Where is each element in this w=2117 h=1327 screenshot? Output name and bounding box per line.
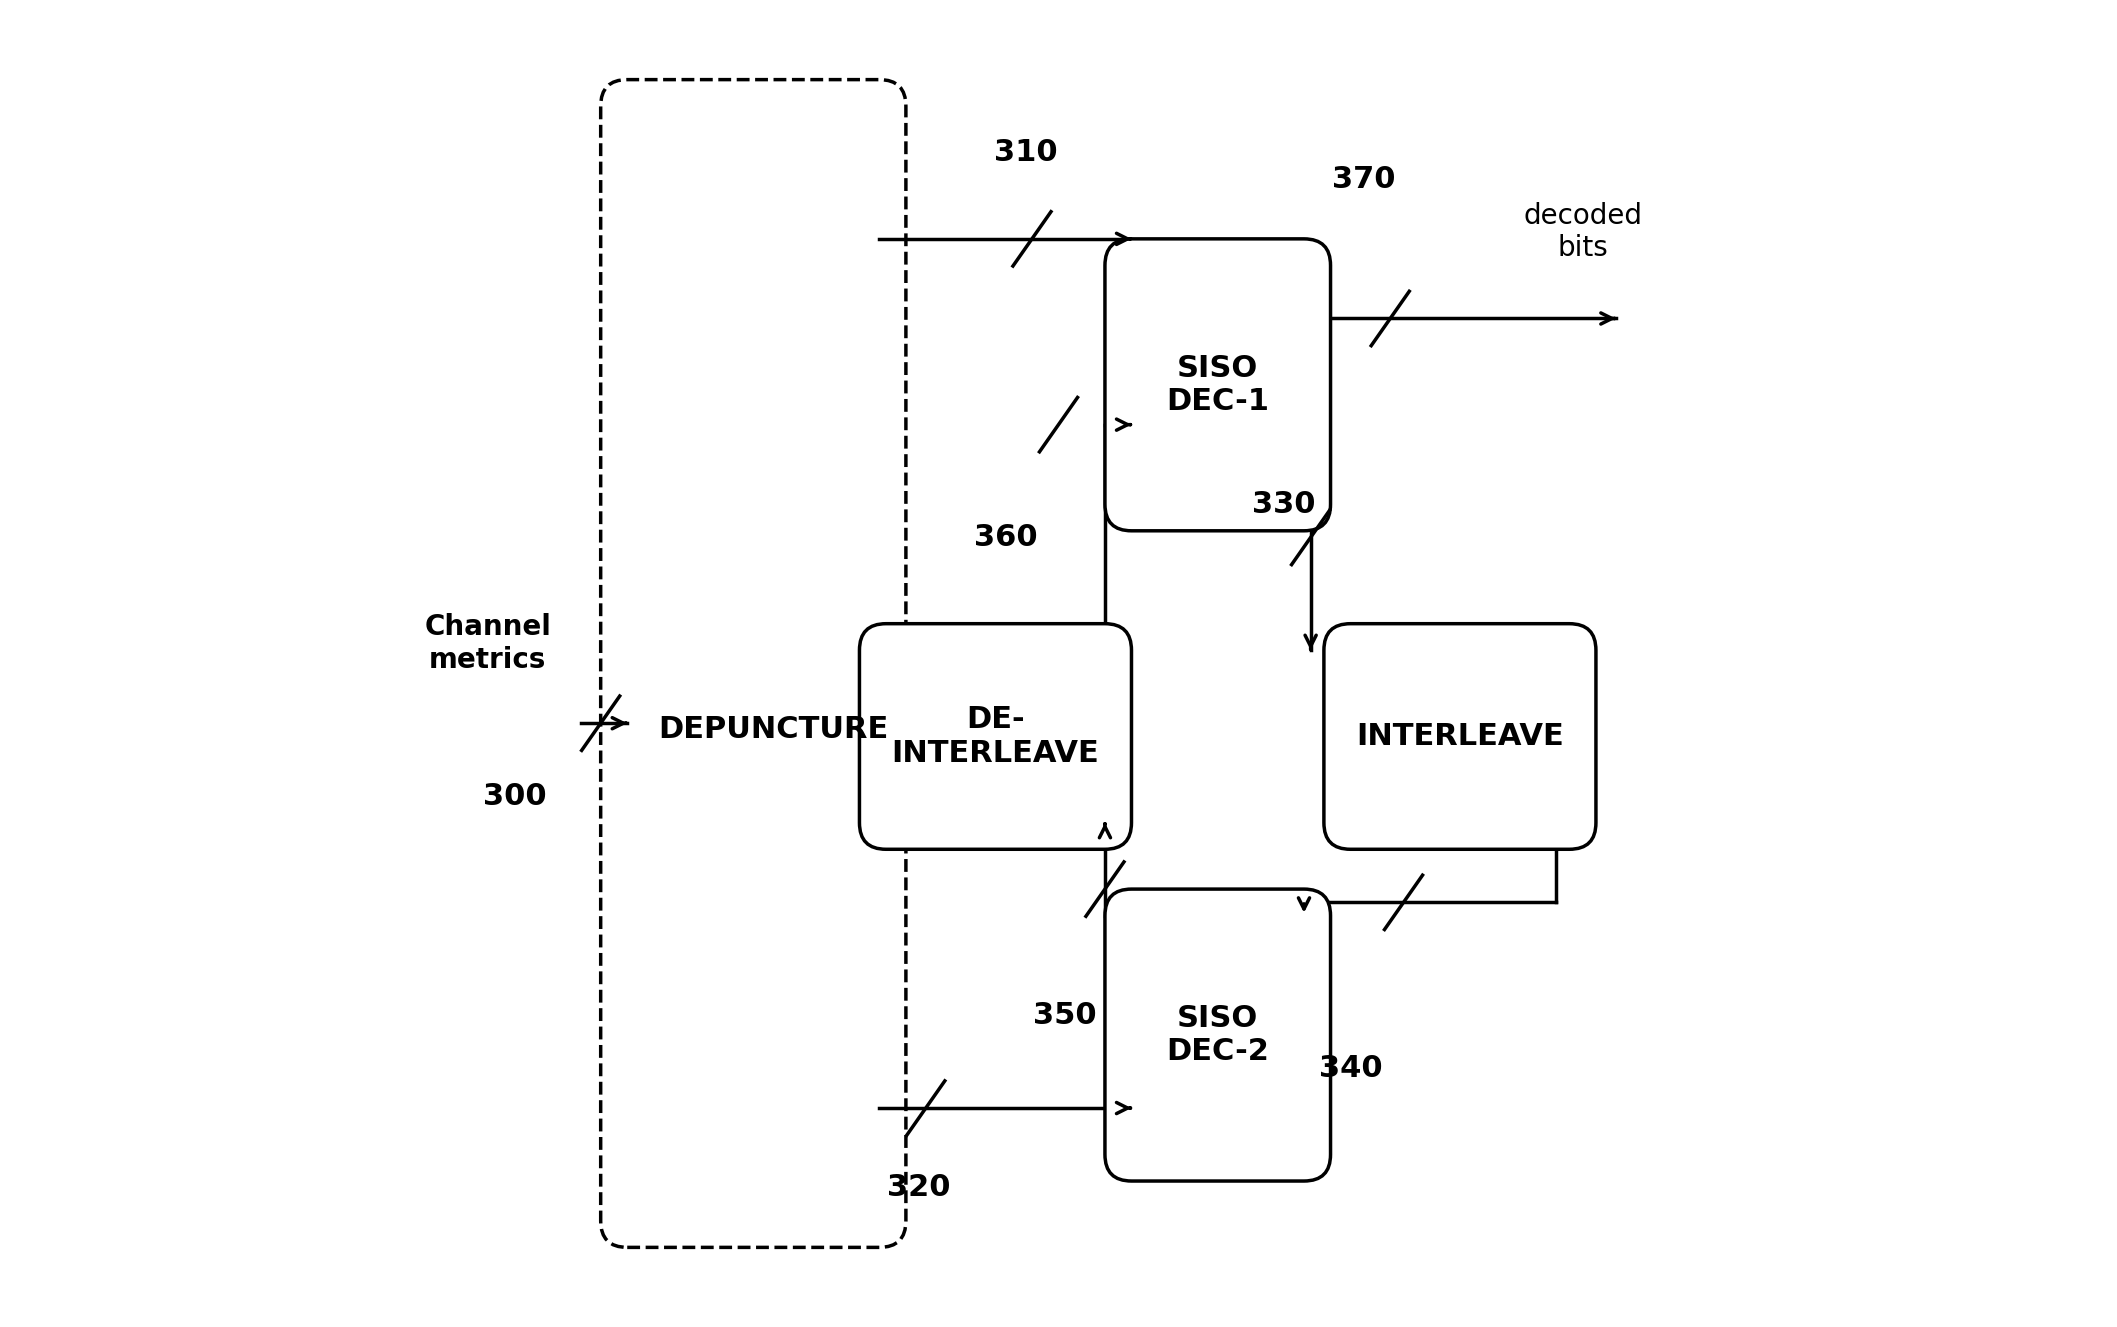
Text: 360: 360	[974, 523, 1037, 552]
FancyBboxPatch shape	[601, 80, 906, 1247]
Text: 310: 310	[993, 138, 1056, 167]
Text: SISO
DEC-2: SISO DEC-2	[1166, 1003, 1270, 1067]
Text: 340: 340	[1319, 1054, 1382, 1083]
Text: 350: 350	[1033, 1001, 1097, 1030]
Text: Channel
metrics: Channel metrics	[423, 613, 550, 674]
Text: 320: 320	[887, 1173, 951, 1202]
Text: 370: 370	[1332, 165, 1395, 194]
FancyBboxPatch shape	[1105, 889, 1332, 1181]
FancyBboxPatch shape	[860, 624, 1130, 849]
FancyBboxPatch shape	[1105, 239, 1332, 531]
FancyBboxPatch shape	[1323, 624, 1596, 849]
Text: 330: 330	[1253, 490, 1317, 519]
Text: SISO
DEC-1: SISO DEC-1	[1166, 353, 1270, 417]
Text: decoded
bits: decoded bits	[1522, 202, 1643, 263]
Text: 300: 300	[483, 782, 546, 811]
Text: INTERLEAVE: INTERLEAVE	[1357, 722, 1564, 751]
Text: DE-
INTERLEAVE: DE- INTERLEAVE	[891, 705, 1099, 768]
Text: DEPUNCTURE: DEPUNCTURE	[658, 715, 889, 744]
